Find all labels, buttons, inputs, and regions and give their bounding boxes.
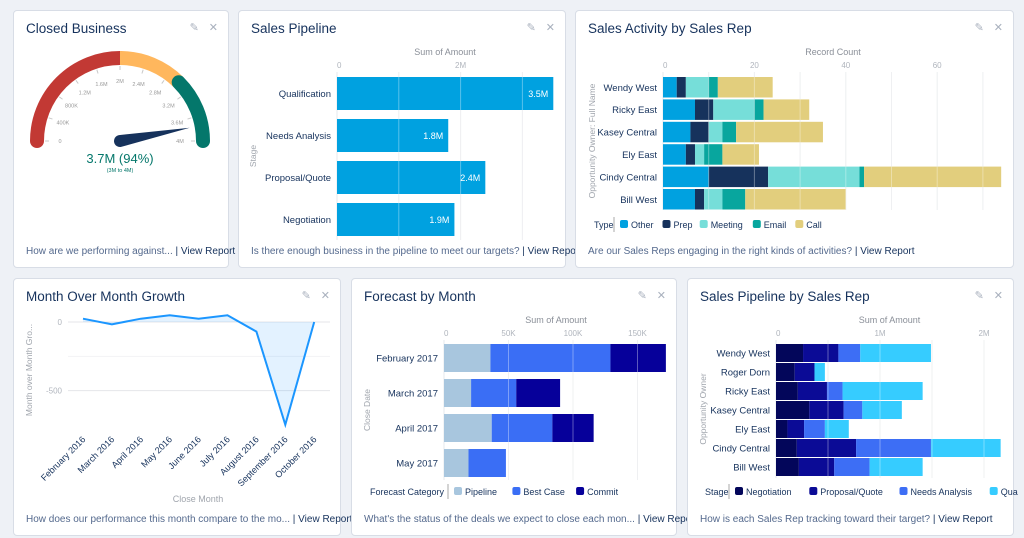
- pencil-icon[interactable]: ✎: [974, 290, 984, 302]
- view-report-link[interactable]: | View Report: [637, 514, 698, 525]
- close-icon[interactable]: ✕: [656, 290, 666, 302]
- card-title: Sales Activity by Sales Rep: [588, 21, 752, 36]
- card-tools: ✎ ✕: [180, 21, 218, 34]
- card-footer: How are we performing against... | View …: [26, 246, 235, 257]
- close-icon[interactable]: ✕: [993, 22, 1003, 34]
- pencil-icon[interactable]: ✎: [637, 290, 647, 302]
- card-description: Are our Sales Reps engaging in the right…: [588, 246, 853, 257]
- card-footer: Is there enough business in the pipeline…: [251, 246, 582, 257]
- close-icon[interactable]: ✕: [208, 22, 218, 34]
- pencil-icon[interactable]: ✎: [301, 290, 311, 302]
- card-tools: ✎ ✕: [517, 21, 555, 34]
- card-description: What's the status of the deals we expect…: [364, 514, 635, 525]
- card-closed-business: Closed Business ✎ ✕ How are we performing a…: [13, 10, 235, 268]
- pencil-icon[interactable]: ✎: [189, 22, 199, 34]
- card-title: Sales Pipeline: [251, 21, 337, 36]
- card-title: Closed Business: [26, 21, 127, 36]
- pencil-icon[interactable]: ✎: [974, 22, 984, 34]
- card-sales-pipeline: Sales Pipeline ✎ ✕ Is there enough business…: [238, 10, 582, 268]
- card-forecast-by-month: Forecast by Month ✎ ✕ What's the status of …: [351, 278, 697, 536]
- view-report-link[interactable]: | View Report: [932, 514, 993, 525]
- view-report-link[interactable]: | View Report: [175, 246, 236, 257]
- card-footer: How does our performance this month comp…: [26, 514, 352, 525]
- card-month-over-month: Month Over Month Growth ✎ ✕ How does our pe…: [13, 278, 352, 536]
- card-description: How are we performing against...: [26, 246, 173, 257]
- card-footer: What's the status of the deals we expect…: [364, 514, 697, 525]
- close-icon[interactable]: ✕: [545, 22, 555, 34]
- card-description: How does our performance this month comp…: [26, 514, 291, 525]
- card-pipeline-by-rep: Sales Pipeline by Sales Rep ✎ ✕ How is each…: [687, 278, 1014, 536]
- card-tools: ✎ ✕: [292, 289, 330, 302]
- card-tools: ✎ ✕: [965, 289, 1003, 302]
- pencil-icon[interactable]: ✎: [526, 22, 536, 34]
- card-title: Month Over Month Growth: [26, 289, 186, 304]
- card-sales-activity: Sales Activity by Sales Rep ✎ ✕ Are our Sal…: [575, 10, 1014, 268]
- close-icon[interactable]: ✕: [320, 290, 330, 302]
- card-title: Forecast by Month: [364, 289, 476, 304]
- view-report-link[interactable]: | View Report: [292, 514, 353, 525]
- view-report-link[interactable]: | View Report: [854, 246, 915, 257]
- card-footer: Are our Sales Reps engaging in the right…: [588, 246, 915, 257]
- view-report-link[interactable]: | View Report: [522, 246, 582, 257]
- close-icon[interactable]: ✕: [993, 290, 1003, 302]
- card-tools: ✎ ✕: [965, 21, 1003, 34]
- card-description: How is each Sales Rep tracking toward th…: [700, 514, 931, 525]
- card-description: Is there enough business in the pipeline…: [251, 246, 520, 257]
- card-footer: How is each Sales Rep tracking toward th…: [700, 514, 993, 525]
- card-tools: ✎ ✕: [628, 289, 666, 302]
- card-title: Sales Pipeline by Sales Rep: [700, 289, 870, 304]
